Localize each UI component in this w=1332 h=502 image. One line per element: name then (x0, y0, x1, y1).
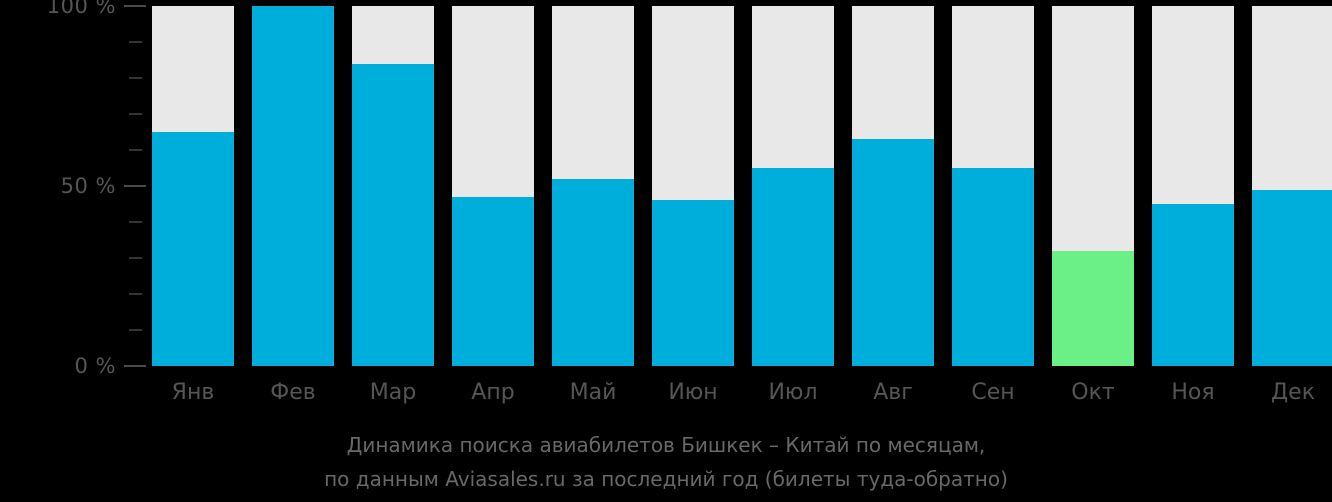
x-axis-label-май: Май (569, 380, 617, 405)
x-axis-label-окт: Окт (1071, 380, 1115, 405)
bar-fill[interactable] (1152, 204, 1234, 366)
y-axis-tick-minor (129, 221, 142, 223)
y-axis-label: 50 % (60, 174, 116, 198)
x-axis-label-июл: Июл (768, 380, 818, 405)
bar-column[interactable] (1152, 6, 1234, 366)
bar-fill[interactable] (852, 139, 934, 366)
bar-column[interactable] (1252, 6, 1332, 366)
y-axis-tick-major (124, 185, 146, 187)
bar-column[interactable] (652, 6, 734, 366)
bar-fill-highlighted[interactable] (1052, 250, 1134, 366)
chart-caption: Динамика поиска авиабилетов Бишкек – Кит… (0, 428, 1332, 496)
bar-column[interactable] (152, 6, 234, 366)
bar-fill[interactable] (452, 196, 534, 366)
x-axis-label-сен: Сен (971, 380, 1015, 405)
bar-column[interactable] (1052, 6, 1134, 366)
bar-fill[interactable] (1252, 189, 1332, 366)
x-axis-label-авг: Авг (873, 380, 913, 405)
caption-line-subtitle: по данным Aviasales.ru за последний год … (324, 467, 1008, 491)
bar-column[interactable] (952, 6, 1034, 366)
x-axis-label-ноя: Ноя (1171, 380, 1215, 405)
y-axis-label: 100 % (46, 0, 116, 18)
y-axis-tick-minor (129, 113, 142, 115)
y-axis: 100 % 50 % 0 % (0, 0, 152, 502)
y-axis-tick-minor (129, 149, 142, 151)
x-axis-label-фев: Фев (270, 380, 316, 405)
bar-column[interactable] (552, 6, 634, 366)
bar-column[interactable] (852, 6, 934, 366)
x-axis-label-июн: Июн (668, 380, 718, 405)
y-axis-tick-minor (129, 41, 142, 43)
caption-line-title: Динамика поиска авиабилетов Бишкек – Кит… (346, 433, 986, 457)
y-axis-tick-major (124, 365, 146, 367)
y-axis-tick-minor (129, 257, 142, 259)
bar-column[interactable] (252, 6, 334, 366)
y-axis-label: 0 % (74, 354, 116, 378)
bar-fill[interactable] (152, 132, 234, 366)
x-axis: Янв Фев Мар Апр Май Июн Июл Авг Сен Окт Ноя Дек (152, 366, 1332, 422)
bar-fill[interactable] (352, 63, 434, 366)
bar-column[interactable] (752, 6, 834, 366)
bar-fill[interactable] (252, 6, 334, 366)
plot-area (152, 6, 1332, 366)
bar-fill[interactable] (552, 178, 634, 366)
bar-column[interactable] (452, 6, 534, 366)
bar-fill[interactable] (752, 168, 834, 366)
y-axis-tick-minor (129, 329, 142, 331)
y-axis-tick-minor (129, 77, 142, 79)
y-axis-tick-minor (129, 293, 142, 295)
bar-fill[interactable] (652, 200, 734, 366)
bar-fill[interactable] (952, 168, 1034, 366)
x-axis-label-янв: Янв (171, 380, 215, 405)
y-axis-tick-major (124, 5, 146, 7)
x-axis-label-мар: Мар (369, 380, 417, 405)
x-axis-label-дек: Дек (1270, 380, 1315, 405)
x-axis-label-апр: Апр (471, 380, 515, 405)
bar-column[interactable] (352, 6, 434, 366)
